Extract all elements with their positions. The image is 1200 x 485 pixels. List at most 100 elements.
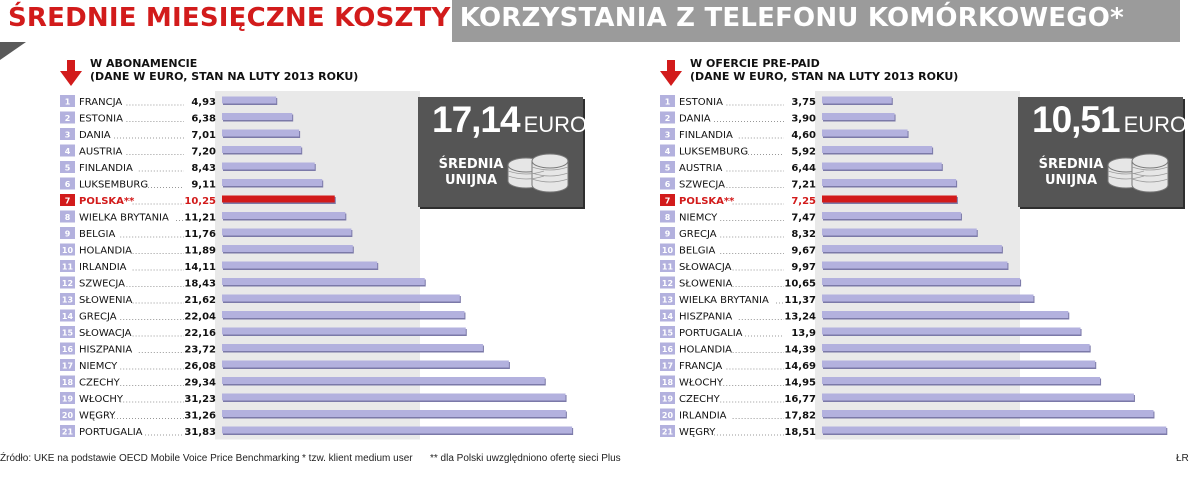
subscription-value-label: 11,21 xyxy=(184,213,216,224)
subscription-bar xyxy=(222,410,566,417)
prepaid-value-label: 7,47 xyxy=(791,213,816,224)
subscription-bar xyxy=(222,113,293,120)
prepaid-rank-number: 8 xyxy=(665,213,671,222)
prepaid-category-label: FRANCJA xyxy=(679,361,722,372)
prepaid-bar xyxy=(822,426,1167,434)
subscription-rank-number: 7 xyxy=(65,197,71,206)
subscription-rank-badge xyxy=(60,177,75,190)
prepaid-value-label: 8,32 xyxy=(791,229,816,240)
prepaid-value-label: 18,51 xyxy=(784,427,816,438)
subscription-rank-badge xyxy=(60,375,75,388)
subscription-bar xyxy=(222,327,466,335)
subscription-rank-badge xyxy=(60,326,75,338)
prepaid-category-label: SZWECJA xyxy=(679,180,725,191)
subscription-bar xyxy=(222,245,353,252)
footnote-medium-user: * tzw. klient medium user xyxy=(302,453,413,464)
title-part-1: ŚREDNIE MIESIĘCZNE KOSZTY xyxy=(8,3,451,33)
subscription-bar xyxy=(222,393,566,401)
subscription-bar xyxy=(222,146,302,153)
subscription-bar xyxy=(222,294,460,302)
subscription-rank-number: 10 xyxy=(62,246,74,255)
prepaid-rank-number: 11 xyxy=(662,263,674,272)
subscription-rank-number: 19 xyxy=(62,395,74,404)
prepaid-bar xyxy=(822,360,1096,368)
subscription-rank-badge xyxy=(60,260,75,272)
prepaid-category-label: BELGIA xyxy=(679,246,715,257)
subscription-rank-badge xyxy=(60,128,75,140)
subscription-rank-badge xyxy=(60,210,75,223)
prepaid-rank-badge xyxy=(660,375,675,388)
prepaid-rank-number: 17 xyxy=(662,362,673,371)
subscription-rank-badge xyxy=(60,359,75,371)
subscription-rank-number: 5 xyxy=(65,164,71,173)
prepaid-category-label: WŁOCHY xyxy=(679,378,724,389)
subscription-value-label: 9,11 xyxy=(191,180,216,191)
prepaid-bar-chart: 1 ESTONIA 3,75 2 DANIA 3,90 3 FINLANDIA 4,60 4 LUK… xyxy=(660,91,1168,440)
subscription-bar xyxy=(222,212,346,219)
subscription-value-label: 31,83 xyxy=(184,427,216,438)
subscription-value-label: 11,76 xyxy=(184,229,216,240)
prepaid-rank-number: 5 xyxy=(665,164,671,173)
subscription-rank-number: 14 xyxy=(62,312,74,321)
subscription-bar xyxy=(222,96,277,104)
prepaid-category-label: ESTONIA xyxy=(679,97,723,108)
subscription-bar xyxy=(222,426,573,434)
subscription-rank-number: 2 xyxy=(65,114,71,123)
prepaid-rank-badge xyxy=(660,293,675,305)
subscription-rank-badge xyxy=(60,161,75,173)
subscription-value-label: 31,23 xyxy=(184,394,216,405)
subscription-panel-title: W ABONAMENCIE (DANE W EURO, STAN NA LUTY… xyxy=(90,57,358,83)
prepaid-rank-number: 16 xyxy=(662,345,674,354)
prepaid-bar xyxy=(822,195,957,203)
subscription-value-label: 26,08 xyxy=(184,361,216,372)
prepaid-panel-title: W OFERCIE PRE-PAID (DANE W EURO, STAN NA… xyxy=(690,57,958,83)
subscription-rank-number: 15 xyxy=(62,329,74,338)
prepaid-value-label: 11,37 xyxy=(784,295,816,306)
subscription-rank-badge xyxy=(60,276,75,289)
prepaid-category-label: WIELKA BRYTANIA xyxy=(679,295,769,306)
subscription-average-unit: EURO xyxy=(523,112,588,137)
prepaid-bar xyxy=(822,212,961,219)
prepaid-rank-badge xyxy=(660,111,675,124)
prepaid-value-label: 3,90 xyxy=(791,114,816,125)
subscription-category-label: CZECHY xyxy=(79,378,121,389)
prepaid-category-label: NIEMCY xyxy=(679,213,718,224)
prepaid-rank-badge xyxy=(660,276,675,289)
prepaid-bar xyxy=(822,129,908,137)
subscription-rank-badge xyxy=(60,408,75,421)
prepaid-category-label: WĘGRY xyxy=(679,427,716,438)
prepaid-value-label: 14,95 xyxy=(784,378,816,389)
prepaid-category-label: AUSTRIA xyxy=(679,163,723,174)
prepaid-average-label: ŚREDNIA UNIJNA xyxy=(1038,157,1104,188)
prepaid-rank-number: 18 xyxy=(662,378,674,387)
subscription-rank-badge xyxy=(60,293,75,305)
subscription-rank-number: 4 xyxy=(65,147,71,156)
subscription-rank-number: 13 xyxy=(62,296,73,305)
prepaid-value-label: 6,44 xyxy=(791,163,816,174)
subscription-bar xyxy=(222,278,425,285)
subscription-category-label: SŁOWENIA xyxy=(79,295,132,306)
prepaid-rank-badge xyxy=(660,210,675,223)
prepaid-rank-number: 20 xyxy=(662,411,674,420)
prepaid-category-label: DANIA xyxy=(679,114,711,125)
prepaid-rank-badge xyxy=(660,408,675,421)
prepaid-category-label: SŁOWENIA xyxy=(679,279,732,290)
subscription-panel: W ABONAMENCIE (DANE W EURO, STAN NA LUTY… xyxy=(60,54,600,449)
prepaid-rank-number: 14 xyxy=(662,312,674,321)
prepaid-rank-badge xyxy=(660,227,675,239)
prepaid-rank-badge xyxy=(660,359,675,371)
prepaid-rank-badge xyxy=(660,425,675,437)
prepaid-rank-badge xyxy=(660,95,675,107)
subscription-value-label: 14,11 xyxy=(184,262,216,273)
prepaid-rank-number: 13 xyxy=(662,296,673,305)
prepaid-bar xyxy=(822,278,1021,285)
prepaid-rank-badge xyxy=(660,194,675,206)
prepaid-rank-badge xyxy=(660,342,675,355)
coins-icon xyxy=(507,153,569,193)
subscription-average-box: 17,14 EURO ŚREDNIA UNIJNA xyxy=(418,97,587,207)
footnote-poland-offer: ** dla Polski uwzględniono ofertę sieci … xyxy=(430,453,621,464)
subscription-average-label: ŚREDNIA UNIJNA xyxy=(438,157,504,188)
subscription-category-label: SŁOWACJA xyxy=(79,328,132,339)
subscription-category-label: WIELKA BRYTANIA xyxy=(79,213,169,224)
prepaid-category-label: GRECJA xyxy=(679,229,717,240)
